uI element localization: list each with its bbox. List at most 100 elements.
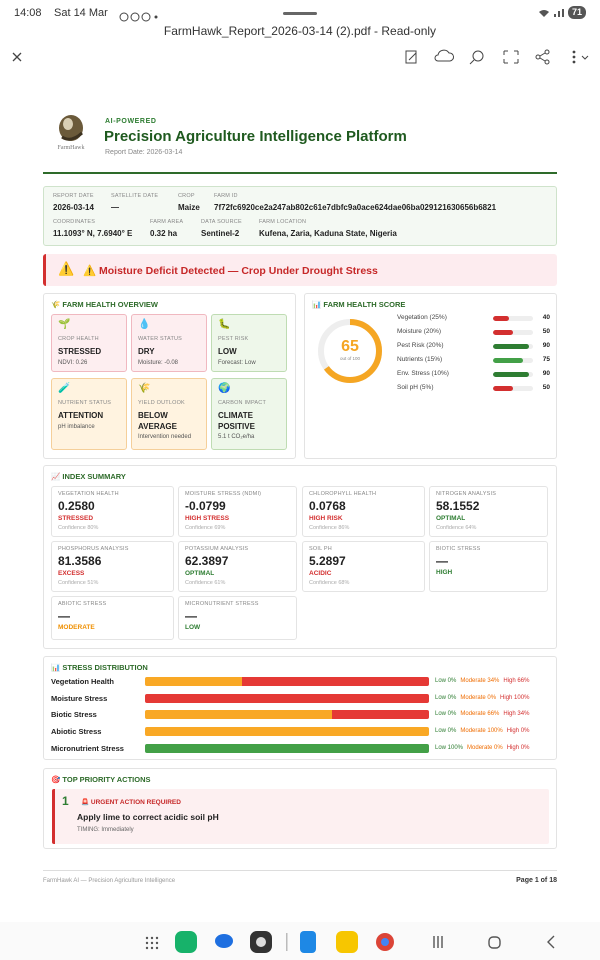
index-card: PHOSPHORUS ANALYSIS 81.3586 EXCESS Confiden… [51,541,174,592]
card-label: NUTRIENT STATUS [58,400,112,406]
score-item-value: 50 [542,328,550,335]
nav-icons[interactable] [0,922,600,960]
index-card: VEGETATION HEALTH 0.2580 STRESSED Confidenc… [51,486,174,537]
info-value: 11.1093° N, 7.6940° E [53,229,133,238]
drag-handle [283,12,317,15]
index-confidence: Confidence 80% [58,525,99,531]
card-icon: 🐛 [218,319,231,330]
score-bar [493,358,523,363]
stress-value-label: Low 0% [435,678,457,684]
status-card: 🌱 CROP HEALTH STRESSED NDVI: 0.26 [51,314,127,372]
stress-bar [145,693,429,703]
action-card: 🚨 URGENT ACTION REQUIRED Apply lime to co… [52,789,549,844]
index-label: MICRONUTRIENT STRESS [185,601,259,607]
index-value: — [58,609,70,623]
status-card: 🌍 CARBON IMPACT CLIMATE POSITIVE 5.1 t CO₂e… [211,378,287,450]
nav-bar [0,922,600,960]
index-confidence: Confidence 68% [309,580,350,586]
panel-title: 📊 STRESS DISTRIBUTION [51,663,148,672]
index-label: NITROGEN ANALYSIS [436,491,497,497]
score-bar [493,372,529,377]
index-confidence: Confidence 86% [309,525,350,531]
score-item-label: Env. Stress (10%) [397,370,449,377]
notification-icons [119,12,158,22]
index-label: POTASSIUM ANALYSIS [185,546,249,552]
score-item-value: 90 [542,370,550,377]
score-bar [493,386,513,391]
footer-right: Page 1 of 18 [516,877,557,884]
index-status: HIGH STRESS [185,515,230,522]
stress-value-label: High 0% [506,728,530,735]
score-item-value: 40 [542,314,550,321]
stress-value-label: Moderate 34% [460,678,500,684]
info-label: COORDINATES [53,219,96,225]
index-label: SOIL PH [309,546,332,552]
index-value: -0.0799 [185,499,226,513]
kicker: AI-POWERED [105,118,157,125]
card-icon: 🧪 [58,383,71,394]
index-confidence: Confidence 64% [436,525,477,531]
gauge-arc [318,319,382,383]
stress-label: Biotic Stress [51,710,97,720]
index-panel: 📈 INDEX SUMMARY VEGETATION HEALTH 0.2580 S… [43,465,557,649]
index-card: POTASSIUM ANALYSIS 62.3897 OPTIMAL Confiden… [178,541,297,592]
card-icon: 🌍 [218,383,231,394]
action-rank: 1 [62,794,69,808]
info-label: REPORT DATE [53,193,94,199]
stress-value-label: Low 100% [435,744,464,751]
card-label: PEST RISK [218,336,249,342]
stress-segment [145,727,429,737]
card-sub: Moisture: -0.08 [138,360,179,366]
card-value: LOW [218,347,237,356]
index-card: MOISTURE STRESS (NDMI) -0.0799 HIGH STRESS… [178,486,297,537]
footer-rule [43,870,557,871]
stress-value-label: Moderate 0% [460,694,497,701]
toolbar-actions[interactable] [402,48,592,66]
card-value: CLIMATE POSITIVE [218,411,255,431]
stress-segment [145,710,333,720]
footer-left: FarmHawk AI — Precision Agriculture Inte… [43,878,176,884]
stress-value-label: Moderate 0% [467,744,503,751]
action-badge: 🚨 URGENT ACTION REQUIRED [81,799,181,806]
alert-text: ⚠️ Moisture Deficit Detected — Crop Unde… [83,265,378,277]
index-value: 81.3586 [58,554,102,568]
info-label: SATELLITE DATE [111,193,159,199]
stress-bar [145,727,429,737]
score-panel: 📊 FARM HEALTH SCORE 65 out of 100 Vegetati… [304,293,557,459]
stress-panel: 📊 STRESS DISTRIBUTION Vegetation Health L… [43,656,557,760]
panel-title: 🌾 FARM HEALTH OVERVIEW [51,300,158,309]
report-title: Precision Agriculture Intelligence Platf… [104,128,407,145]
card-value: ATTENTION [58,411,104,420]
info-label: CROP [178,193,195,199]
card-sub: Intervention needed [138,434,192,440]
signal-icons [539,9,564,17]
score-item-value: 50 [542,384,550,391]
stress-value-label: Moderate 66% [460,711,500,718]
close-button[interactable] [11,51,23,63]
score-item-value: 75 [542,356,550,363]
index-label: VEGETATION HEALTH [58,491,119,497]
stress-value-label: High 34% [503,711,530,718]
stress-segment [241,677,429,686]
info-label: FARM ID [214,193,238,199]
score-track [493,386,533,391]
status-card: 🌾 YIELD OUTLOOK BELOW AVERAGE Intervention … [131,378,207,450]
score-track [493,372,533,377]
score-bar [493,316,509,321]
index-status: OPTIMAL [436,515,466,522]
card-icon: 💧 [138,319,151,330]
card-value: DRY [138,347,155,356]
info-value: Sentinel-2 [201,229,240,238]
info-value: 2026-03-14 [53,203,94,212]
card-sub: Forecast: Low [218,360,256,366]
status-card: 🐛 PEST RISK LOW Forecast: Low [211,314,287,372]
index-value: 62.3897 [185,554,229,568]
score-track [493,358,533,363]
action-timing: TIMING: Immediately [77,827,134,833]
overview-panel: 🌾 FARM HEALTH OVERVIEW 🌱 CROP HEALTH STRES… [43,293,296,459]
stress-label: Abiotic Stress [51,727,102,737]
index-card: ABIOTIC STRESS — MODERATE [51,596,174,640]
score-caption: out of 100 [339,356,361,361]
stress-segment [145,743,429,753]
